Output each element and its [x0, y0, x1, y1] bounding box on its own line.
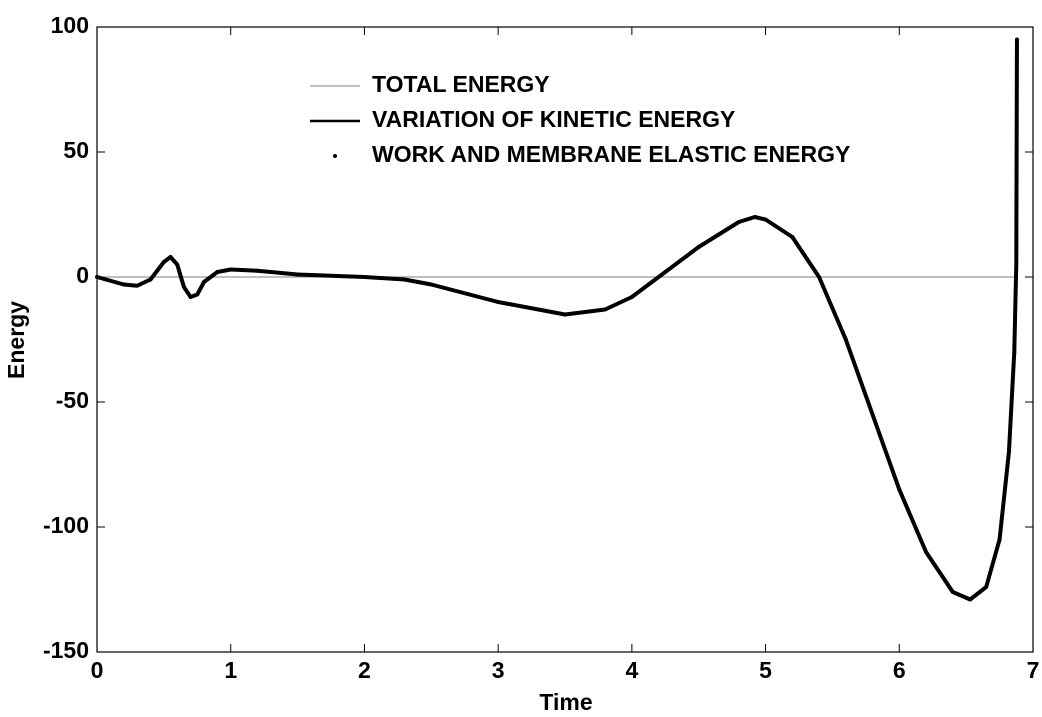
data-point	[897, 487, 902, 492]
series-line	[96, 39, 1019, 602]
data-point	[215, 270, 220, 274]
x-axis-label: Time	[539, 689, 592, 715]
plot-frame	[96, 26, 1034, 653]
x-tick-label: 6	[893, 657, 906, 683]
legend-label: TOTAL ENERGY	[372, 71, 550, 97]
data-point	[790, 235, 795, 239]
data-point	[188, 295, 193, 299]
data-point	[696, 245, 701, 249]
data-point	[968, 597, 973, 602]
data-point	[752, 215, 757, 219]
x-tick-label: 0	[91, 657, 104, 683]
data-point	[95, 275, 99, 279]
data-point	[629, 295, 634, 299]
y-tick-label: 0	[76, 262, 89, 288]
data-point	[843, 337, 848, 342]
data-point	[295, 272, 300, 277]
x-tick-label: 5	[759, 657, 772, 683]
data-point	[997, 537, 1002, 542]
data-point	[148, 277, 153, 282]
data-point	[1014, 37, 1019, 42]
data-point	[563, 312, 567, 317]
x-tick-label: 7	[1027, 657, 1040, 683]
data-point	[168, 255, 173, 259]
y-tick-label: -150	[43, 637, 89, 663]
legend-marker	[333, 154, 337, 158]
x-tick-label: 4	[625, 657, 638, 683]
y-tick-label: -100	[43, 512, 89, 538]
legend-label: VARIATION OF KINETIC ENERGY	[372, 106, 735, 132]
x-tick-label: 1	[224, 657, 237, 683]
data-point	[121, 282, 126, 287]
y-tick-label: 50	[63, 137, 89, 163]
data-point	[496, 300, 501, 304]
data-point	[362, 275, 367, 279]
legend-label: WORK AND MEMBRANE ELASTIC ENERGY	[372, 141, 850, 167]
data-point	[255, 268, 260, 273]
y-axis-label: Energy	[3, 301, 29, 379]
x-tick-label: 3	[492, 657, 505, 683]
y-tick-label: 100	[51, 12, 89, 38]
data-point	[1012, 350, 1017, 354]
x-tick-label: 2	[358, 657, 371, 683]
y-tick-label: -50	[56, 387, 89, 413]
data-point	[950, 590, 955, 594]
data-point	[429, 282, 434, 287]
